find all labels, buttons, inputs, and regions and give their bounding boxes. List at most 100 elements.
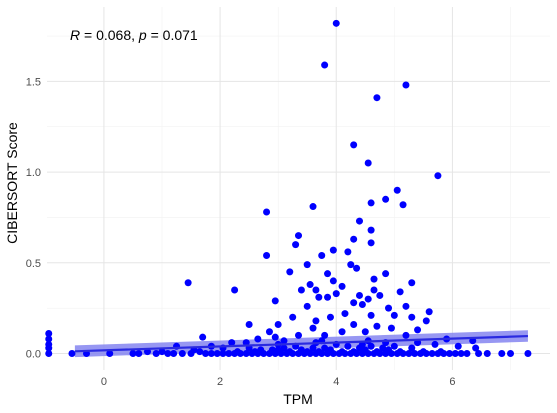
data-point <box>373 322 381 330</box>
data-point <box>428 349 436 357</box>
grid-minor <box>47 7 550 370</box>
data-point <box>170 349 178 357</box>
data-point <box>425 308 433 316</box>
data-point <box>408 313 416 321</box>
data-point <box>358 301 366 309</box>
data-point <box>350 141 358 149</box>
data-point <box>364 159 372 167</box>
data-point <box>367 199 375 207</box>
data-point <box>152 349 160 357</box>
data-point <box>387 324 395 332</box>
data-point <box>274 320 282 328</box>
data-point <box>184 279 192 287</box>
data-point <box>297 286 305 294</box>
data-point <box>402 331 410 339</box>
x-axis-title: TPM <box>283 391 313 407</box>
data-point <box>289 313 297 321</box>
data-point <box>315 348 323 356</box>
data-point <box>475 349 483 357</box>
data-point <box>225 349 233 357</box>
x-tick-labels: 0 2 4 6 <box>101 376 456 388</box>
data-point <box>295 331 302 339</box>
data-point <box>408 344 416 352</box>
data-point <box>373 348 381 356</box>
data-point <box>286 348 294 356</box>
data-point <box>385 346 393 354</box>
data-point <box>245 320 253 328</box>
data-point <box>207 349 215 357</box>
data-point <box>295 232 302 240</box>
data-point <box>463 349 471 357</box>
data-point <box>457 349 465 357</box>
data-point <box>242 349 250 357</box>
data-point <box>326 346 334 354</box>
data-point <box>303 302 311 310</box>
data-point <box>306 349 314 357</box>
data-point <box>367 311 375 319</box>
data-point <box>419 348 427 356</box>
data-point <box>411 349 419 357</box>
data-point <box>382 270 390 278</box>
data-point <box>187 349 195 357</box>
data-point <box>312 317 320 325</box>
data-point <box>446 349 454 357</box>
data-point <box>213 349 221 357</box>
data-point <box>379 344 387 352</box>
y-tick-labels: 0.0 0.5 1.0 1.5 <box>26 76 41 360</box>
data-point <box>271 333 279 341</box>
r-value: = 0.068, <box>80 27 139 43</box>
data-point <box>350 299 358 307</box>
data-point <box>268 346 276 354</box>
data-point <box>263 208 271 216</box>
data-point <box>251 348 259 356</box>
correlation-annotation: R = 0.068, p = 0.071 <box>70 27 198 43</box>
data-point <box>350 235 358 243</box>
data-point <box>341 310 349 318</box>
x-tick-label: 4 <box>333 376 339 388</box>
data-point <box>367 342 375 350</box>
data-point <box>385 304 393 312</box>
data-point <box>422 317 430 325</box>
x-tick-label: 6 <box>449 376 455 388</box>
data-point <box>231 286 239 294</box>
p-value: = 0.071 <box>147 27 198 43</box>
data-point <box>321 344 329 352</box>
data-point <box>507 349 515 357</box>
data-point <box>312 286 320 294</box>
p-symbol: p <box>138 27 147 43</box>
data-point <box>353 264 361 272</box>
data-point <box>367 226 375 234</box>
data-point <box>280 337 288 345</box>
data-point <box>390 342 398 350</box>
data-point <box>431 340 439 348</box>
data-point <box>178 349 186 357</box>
data-point <box>338 348 346 356</box>
data-point <box>242 339 250 347</box>
data-point <box>315 293 323 301</box>
y-tick-label: 0.5 <box>26 258 41 270</box>
data-point <box>303 261 311 269</box>
x-tick-label: 2 <box>217 376 223 388</box>
data-point <box>376 291 384 299</box>
data-point <box>271 297 279 305</box>
data-point <box>338 328 346 336</box>
data-point <box>382 195 390 203</box>
data-point <box>324 270 332 278</box>
y-tick-label: 1.0 <box>26 167 41 179</box>
data-point <box>306 281 314 289</box>
data-point <box>332 290 340 298</box>
data-point <box>370 275 378 283</box>
data-point <box>524 349 532 357</box>
data-point <box>329 277 337 285</box>
data-point <box>498 349 506 357</box>
data-point <box>45 335 53 343</box>
y-tick-label: 1.5 <box>26 76 41 88</box>
data-point <box>129 349 137 357</box>
data-point <box>164 349 172 357</box>
data-point <box>277 349 285 357</box>
data-point <box>292 241 300 249</box>
data-point <box>321 61 329 69</box>
data-point <box>332 19 340 27</box>
data-point <box>309 344 317 352</box>
